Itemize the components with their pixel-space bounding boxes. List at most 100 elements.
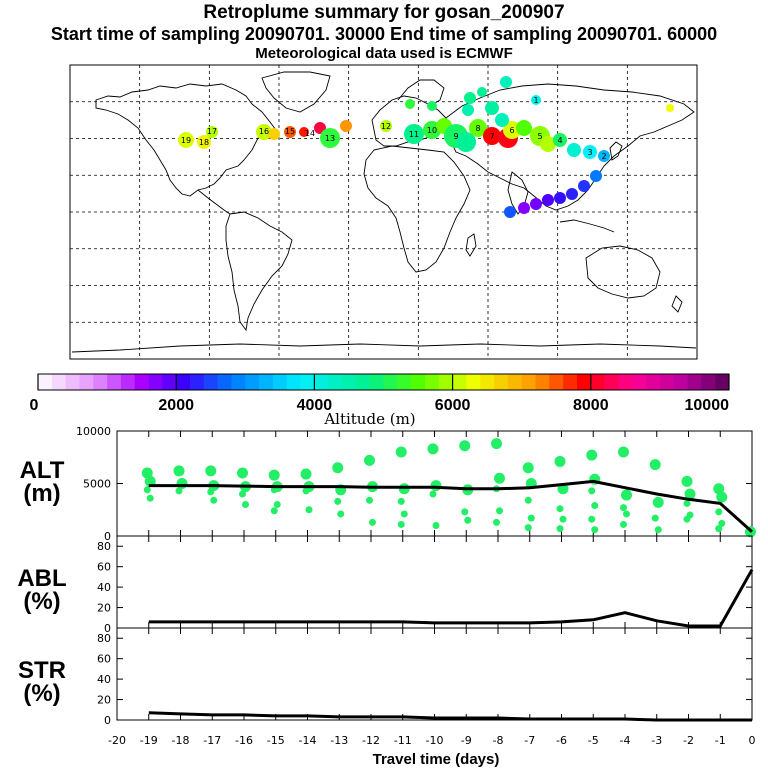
- altitude-point: [400, 510, 408, 518]
- altitude-point: [205, 465, 217, 477]
- colorbar-segment: [604, 374, 619, 390]
- colorbar-segment: [134, 374, 149, 390]
- plume-marker: [404, 124, 424, 144]
- colorbar-segment: [618, 374, 633, 390]
- plume-marker: [320, 128, 340, 148]
- altitude-point: [364, 454, 375, 466]
- altitude-point: [366, 496, 373, 504]
- plume-day-label: 14: [305, 129, 315, 138]
- altitude-point: [464, 516, 472, 524]
- x-tick-label: -5: [588, 734, 599, 747]
- y-tick-label: 0: [104, 622, 111, 635]
- panel-label-name: ALT: [20, 457, 65, 484]
- altitude-point: [715, 525, 723, 533]
- colorbar-segment: [507, 374, 522, 390]
- plume-marker: [553, 133, 567, 147]
- plume-day-label: 1: [533, 96, 538, 105]
- altitude-point: [427, 443, 439, 455]
- colorbar-segment: [549, 374, 564, 390]
- colorbar-segment: [673, 374, 688, 390]
- x-tick-label: -9: [461, 734, 472, 747]
- plume-marker: [516, 120, 532, 136]
- plume-marker: [504, 206, 516, 218]
- time-series-panels: 0500010000ALT(m)020406080ABL(%)020406080…: [17, 425, 756, 768]
- colorbar-segment: [369, 374, 384, 390]
- plume-marker: [495, 113, 509, 127]
- plume-day-label: 5: [537, 132, 542, 141]
- plume-marker: [178, 132, 194, 148]
- colorbar-segment: [521, 374, 536, 390]
- plume-marker: [554, 192, 566, 204]
- x-tick-label: -15: [267, 734, 285, 747]
- altitude-point: [522, 462, 534, 474]
- colorbar-segment: [687, 374, 702, 390]
- panel-label-unit: (%): [23, 588, 60, 615]
- x-tick-label: -8: [493, 734, 504, 747]
- plume-day-label: 6: [509, 126, 514, 135]
- altitude-point: [620, 504, 627, 512]
- plume-marker: [427, 101, 437, 111]
- altitude-point: [591, 526, 599, 534]
- x-tick-label: -20: [108, 734, 126, 747]
- colorbar-segment: [286, 374, 301, 390]
- plume-marker: [469, 119, 487, 137]
- panel-label-name: ABL: [17, 565, 66, 592]
- plume-marker: [531, 95, 541, 105]
- series-line-alt: [148, 479, 754, 533]
- colorbar-title: Altitude (m): [323, 410, 415, 428]
- colorbar-segment: [646, 374, 661, 390]
- altitude-point: [210, 496, 218, 504]
- colorbar-segment: [342, 374, 357, 390]
- y-tick-label: 5000: [83, 478, 111, 491]
- colorbar-tick-label: 0: [30, 397, 39, 414]
- altitude-point: [556, 525, 564, 533]
- colorbar-tick-label: 4000: [297, 397, 333, 414]
- meteorology-subtitle: Meteorological data used is ECMWF: [255, 45, 513, 62]
- plume-marker: [566, 188, 578, 200]
- plume-day-label: 18: [199, 138, 209, 147]
- plume-day-label: 16: [259, 127, 269, 136]
- altitude-point: [491, 438, 502, 450]
- y-tick-label: 60: [97, 653, 111, 666]
- altitude-point: [623, 510, 630, 518]
- y-tick-label: 0: [104, 714, 111, 727]
- plume-marker: [542, 194, 554, 206]
- x-tick-label: -6: [556, 734, 567, 747]
- plume-day-label: 15: [285, 127, 295, 136]
- plume-day-label: 3: [587, 148, 592, 157]
- colorbar-segment: [494, 374, 509, 390]
- colorbar-segment: [190, 374, 205, 390]
- panel-frame: [116, 627, 753, 721]
- altitude-point: [239, 490, 246, 498]
- colorbar-segment: [38, 374, 53, 390]
- x-tick-label: -13: [330, 734, 348, 747]
- colorbar-segment: [65, 374, 80, 390]
- colorbar-segment: [383, 374, 398, 390]
- altitude-point: [430, 480, 442, 492]
- altitude-point: [397, 497, 405, 505]
- altitude-point: [398, 483, 410, 495]
- plume-marker: [256, 124, 272, 140]
- colorbar-segment: [590, 374, 605, 390]
- altitude-point: [586, 449, 598, 461]
- altitude-point: [716, 491, 728, 503]
- colorbar-segment: [355, 374, 370, 390]
- y-tick-label: 20: [97, 694, 111, 707]
- plume-marker: [477, 87, 487, 97]
- altitude-point: [718, 519, 726, 527]
- plume-day-label: 17: [207, 127, 217, 136]
- plume-marker: [590, 170, 602, 182]
- plume-marker: [456, 132, 476, 152]
- plume-marker: [299, 127, 309, 137]
- colorbar-segment: [576, 374, 592, 390]
- x-tick-label: -2: [683, 734, 694, 747]
- altitude-point: [715, 508, 723, 516]
- plume-day-label: 11: [409, 130, 419, 139]
- altitude-point: [588, 515, 596, 523]
- y-tick-label: 40: [97, 581, 111, 594]
- colorbar-segment: [701, 374, 716, 390]
- plume-marker: [518, 202, 530, 214]
- altitude-point: [461, 508, 469, 516]
- colorbar-tick-label: 2000: [158, 397, 194, 414]
- plume-marker: [464, 92, 476, 104]
